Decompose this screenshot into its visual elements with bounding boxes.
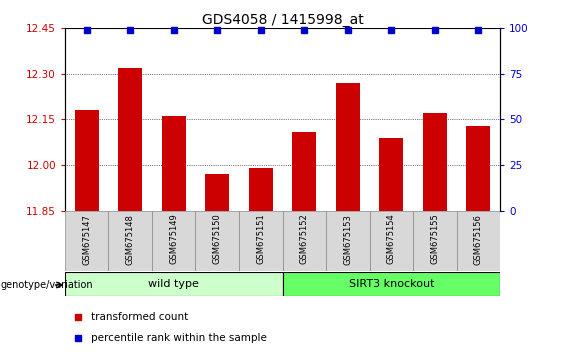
Bar: [326, 211, 370, 271]
Bar: [152, 211, 195, 271]
Bar: [423, 113, 447, 211]
Text: GSM675156: GSM675156: [474, 214, 483, 264]
Text: GSM675149: GSM675149: [170, 214, 178, 264]
Bar: [466, 126, 490, 211]
Bar: [292, 132, 316, 211]
Text: GSM675148: GSM675148: [126, 214, 134, 264]
Bar: [379, 138, 403, 211]
Text: GSM675153: GSM675153: [344, 214, 352, 264]
Title: GDS4058 / 1415998_at: GDS4058 / 1415998_at: [202, 13, 363, 27]
Bar: [195, 211, 239, 271]
Text: GSM675154: GSM675154: [387, 214, 396, 264]
Text: SIRT3 knockout: SIRT3 knockout: [349, 279, 434, 289]
Text: GSM675155: GSM675155: [431, 214, 439, 264]
Bar: [282, 211, 326, 271]
Text: GSM675151: GSM675151: [257, 214, 265, 264]
Bar: [205, 174, 229, 211]
Bar: [162, 116, 186, 211]
Bar: [65, 211, 108, 271]
Bar: [370, 211, 413, 271]
Bar: [108, 211, 152, 271]
Bar: [282, 272, 500, 296]
Text: GSM675147: GSM675147: [82, 214, 91, 264]
Bar: [75, 110, 99, 211]
Text: GSM675150: GSM675150: [213, 214, 221, 264]
Bar: [413, 211, 457, 271]
Text: percentile rank within the sample: percentile rank within the sample: [91, 332, 267, 343]
Bar: [65, 272, 282, 296]
Text: transformed count: transformed count: [91, 312, 188, 322]
Bar: [457, 211, 500, 271]
Text: wild type: wild type: [148, 279, 199, 289]
Text: GSM675152: GSM675152: [300, 214, 308, 264]
Bar: [249, 168, 273, 211]
Bar: [118, 68, 142, 211]
Bar: [239, 211, 282, 271]
Text: genotype/variation: genotype/variation: [1, 280, 93, 290]
Bar: [336, 83, 360, 211]
